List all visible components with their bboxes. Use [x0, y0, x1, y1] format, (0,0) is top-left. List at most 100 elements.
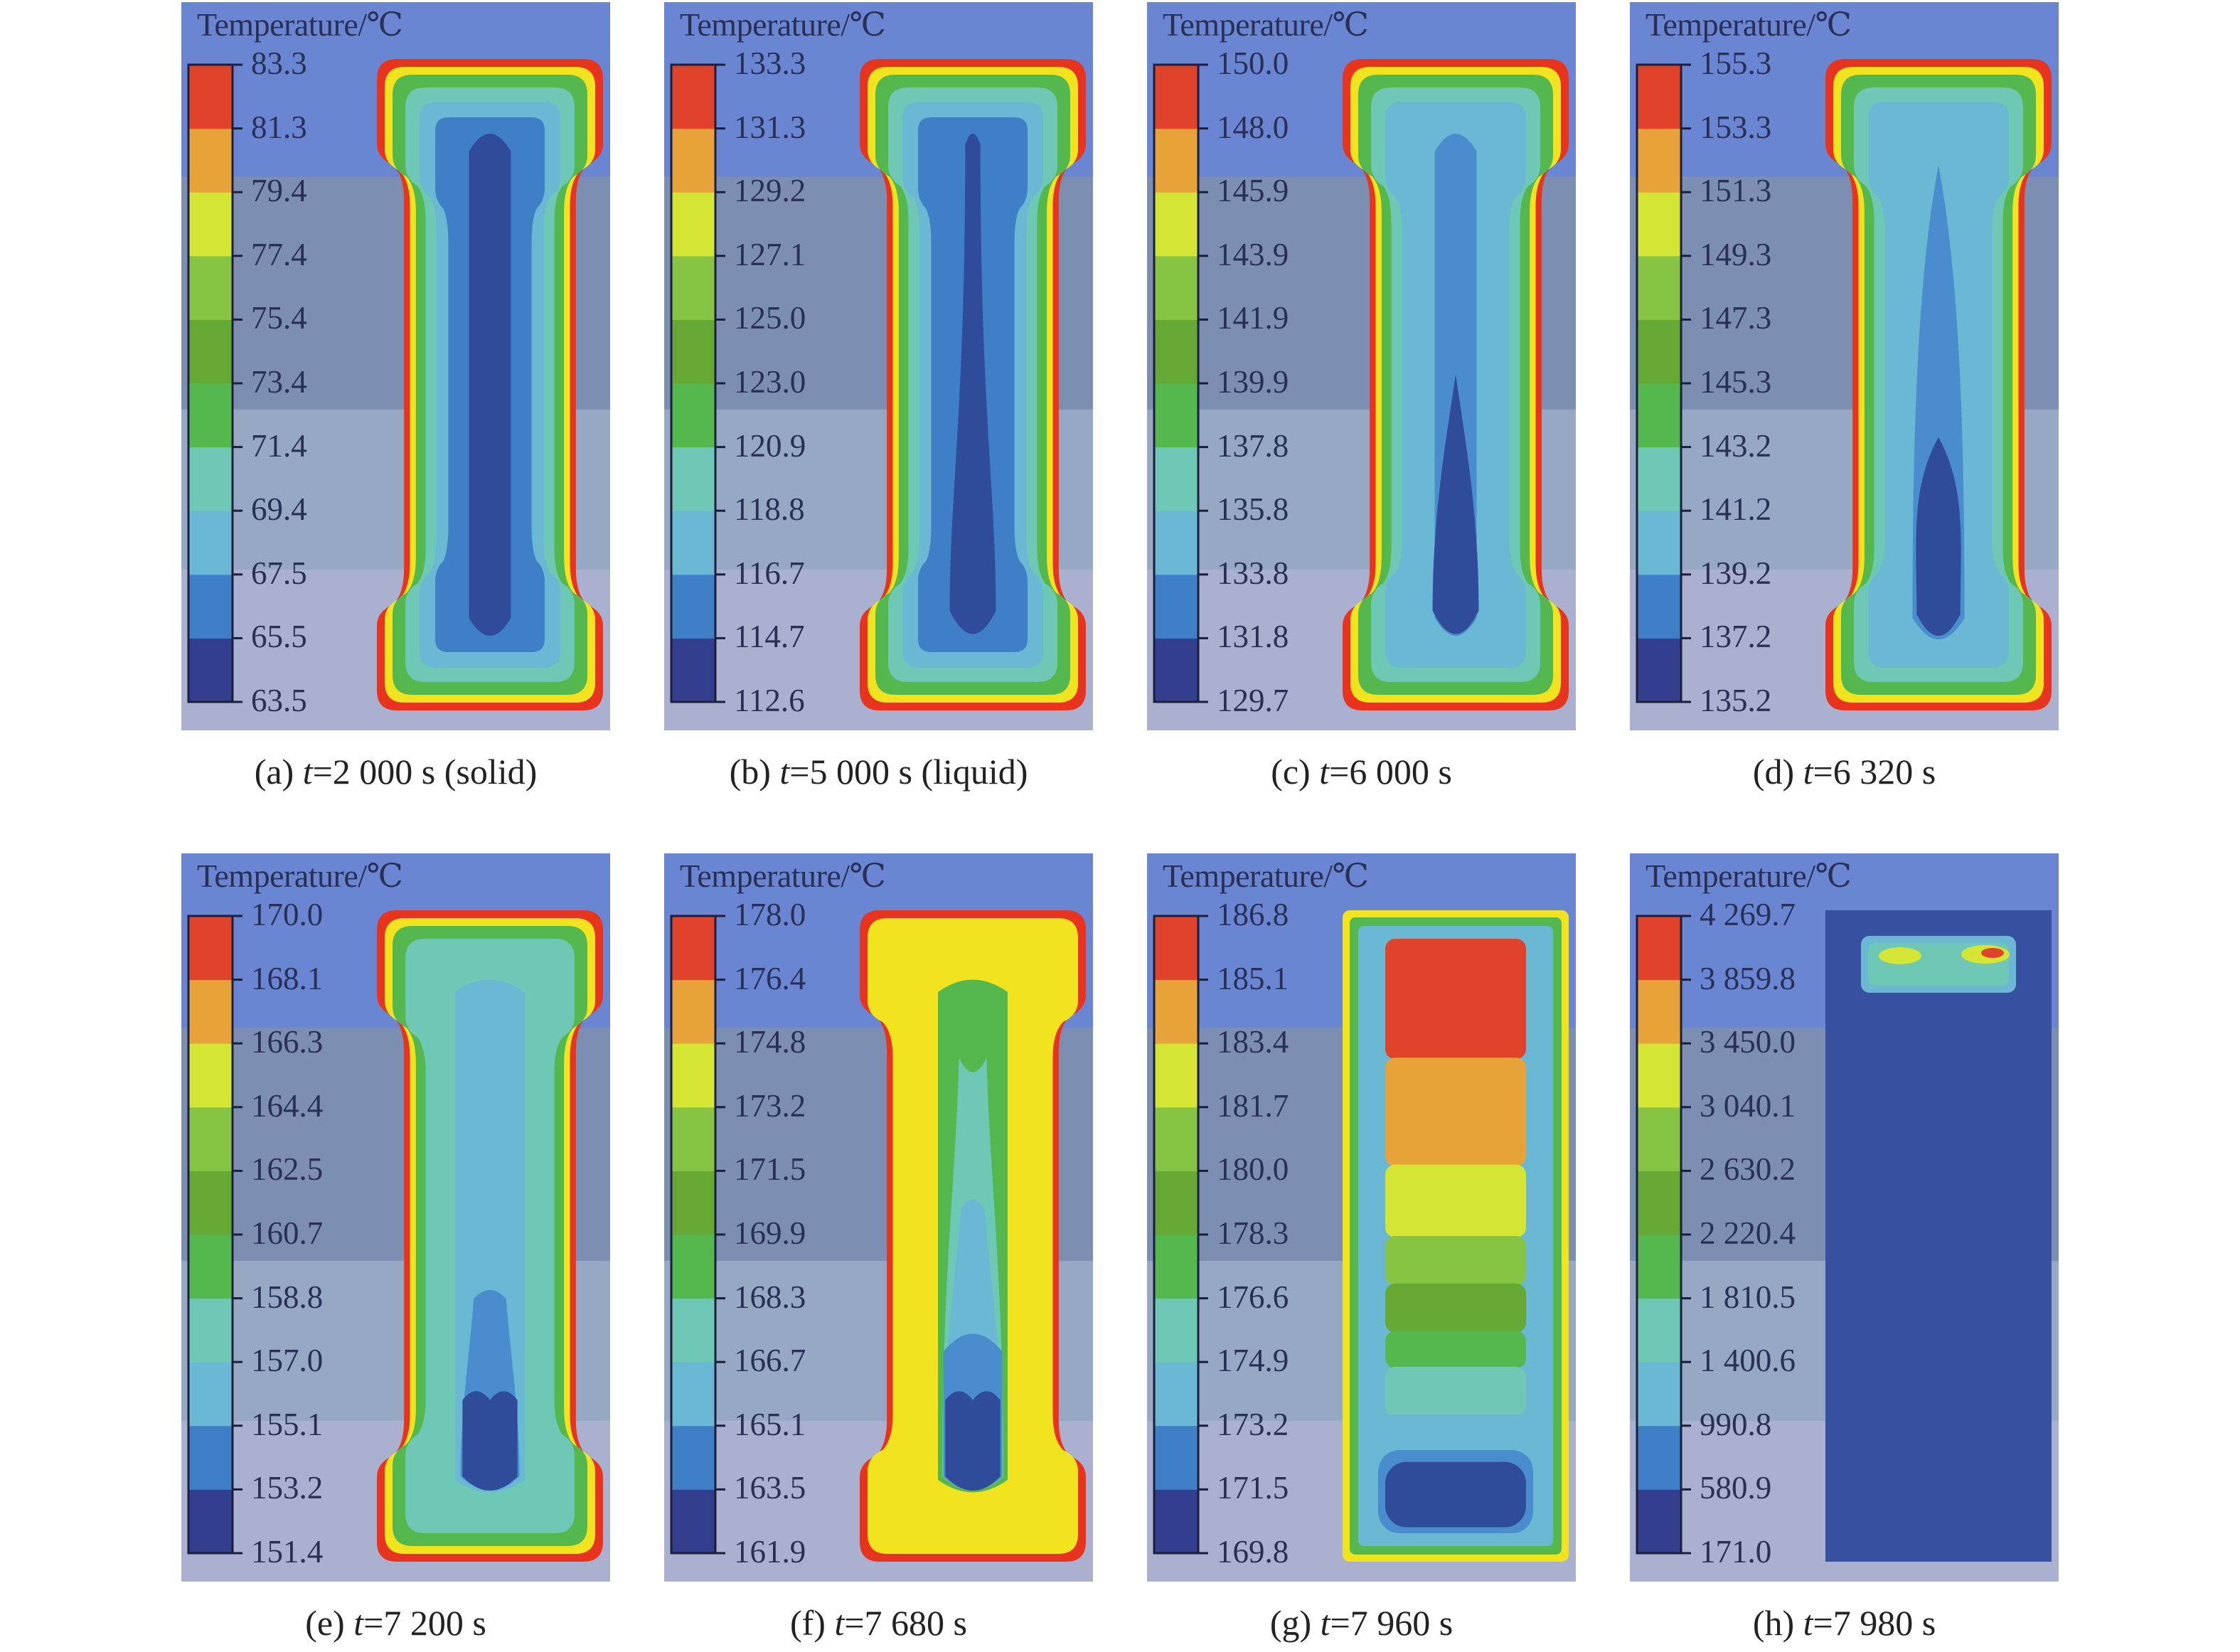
caption-prefix: (f) — [789, 1603, 835, 1643]
legend-tick-label: 158.8 — [251, 1279, 324, 1315]
legend-tick-label: 116.7 — [734, 555, 805, 591]
panel-caption: (d) t=6 320 s — [1616, 751, 2073, 792]
legend-tick-label: 186.8 — [1217, 897, 1289, 932]
legend-swatch — [1637, 447, 1681, 511]
legend-swatch — [1154, 1298, 1198, 1363]
caption-variable: t — [779, 752, 790, 792]
legend-swatch — [188, 574, 233, 639]
legend-swatch — [1637, 1171, 1681, 1235]
legend-tick-label: 161.9 — [734, 1534, 806, 1570]
legend-tick-label: 145.3 — [1700, 364, 1772, 400]
legend-title: Temperature/℃ — [1163, 858, 1369, 894]
legend-tick-label: 176.6 — [1217, 1279, 1289, 1315]
panel-caption: (h) t=7 980 s — [1616, 1602, 2073, 1643]
legend-tick-label: 157.0 — [251, 1343, 324, 1379]
legend-tick-label: 178.0 — [734, 897, 806, 932]
legend-swatch — [1637, 1043, 1681, 1108]
legend-swatch — [671, 192, 715, 257]
contour-core — [1432, 374, 1479, 634]
legend-tick-label: 580.9 — [1700, 1470, 1772, 1506]
legend-tick-label: 137.2 — [1700, 619, 1772, 655]
legend-tick-label: 171.0 — [1700, 1534, 1772, 1570]
panel-caption: (g) t=7 960 s — [1133, 1602, 1590, 1643]
legend-swatch — [188, 128, 233, 193]
panel-caption: (e) t=7 200 s — [167, 1602, 624, 1643]
legend-tick-label: 71.4 — [251, 427, 307, 464]
caption-prefix: (b) — [729, 752, 780, 792]
legend-swatch — [188, 383, 233, 448]
legend-swatch — [1154, 1362, 1198, 1427]
legend-swatch — [1637, 383, 1681, 448]
panel-g — [1147, 853, 1576, 1582]
legend-tick-label: 141.2 — [1700, 491, 1772, 528]
legend-tick-label: 174.9 — [1217, 1343, 1289, 1379]
legend-tick-label: 181.7 — [1217, 1087, 1289, 1124]
contour-core — [462, 1391, 518, 1491]
legend-tick-label: 2 220.4 — [1700, 1215, 1796, 1251]
legend-tick-label: 183.4 — [1217, 1024, 1289, 1060]
legend-tick-label: 123.0 — [734, 364, 806, 400]
legend-tick-label: 143.2 — [1700, 427, 1772, 464]
caption-prefix: (c) — [1271, 752, 1320, 792]
legend-swatch — [1154, 383, 1198, 448]
legend-swatch — [188, 447, 233, 511]
legend-tick-label: 155.3 — [1700, 46, 1772, 81]
contour-band — [1385, 1164, 1526, 1237]
legend-swatch — [671, 383, 715, 448]
legend-tick-label: 133.3 — [734, 46, 806, 81]
legend-tick-label: 127.1 — [734, 236, 806, 272]
legend-tick-label: 120.9 — [734, 427, 806, 464]
legend-swatch — [188, 638, 233, 703]
legend-tick-label: 168.3 — [734, 1279, 806, 1315]
legend-tick-label: 139.2 — [1700, 555, 1772, 591]
legend-tick-label: 174.8 — [734, 1024, 806, 1060]
caption-value: =2 000 s (solid) — [312, 752, 538, 792]
legend-tick-label: 1 400.6 — [1700, 1343, 1796, 1379]
legend-swatch — [1637, 916, 1681, 981]
caption-variable: t — [1319, 752, 1330, 792]
contour-band — [1385, 1414, 1526, 1451]
legend-swatch — [1154, 574, 1198, 639]
legend-title: Temperature/℃ — [680, 6, 886, 43]
contour-band — [1825, 910, 2052, 1562]
legend-tick-label: 185.1 — [1217, 960, 1289, 996]
legend-swatch — [671, 1043, 715, 1108]
legend-tick-label: 79.4 — [251, 173, 307, 209]
legend-title: Temperature/℃ — [680, 858, 886, 894]
legend-tick-label: 173.2 — [1217, 1406, 1289, 1442]
legend-tick-label: 162.5 — [251, 1151, 324, 1188]
contour-band — [1385, 1283, 1526, 1333]
legend-tick-label: 143.9 — [1217, 236, 1289, 272]
legend-tick-label: 114.7 — [734, 619, 805, 655]
panel-f — [664, 853, 1093, 1582]
legend-swatch — [1154, 1489, 1198, 1554]
panel-caption: (c) t=6 000 s — [1133, 751, 1590, 792]
legend-swatch — [1154, 65, 1198, 129]
hot-spot — [1981, 948, 2004, 958]
legend-tick-label: 81.3 — [251, 109, 307, 145]
legend-tick-label: 137.8 — [1217, 427, 1289, 464]
legend-tick-label: 171.5 — [734, 1151, 806, 1188]
caption-value: =7 680 s — [844, 1603, 967, 1643]
legend-swatch — [188, 1235, 233, 1299]
legend-tick-label: 77.4 — [251, 236, 307, 272]
legend-swatch — [671, 638, 715, 703]
legend-swatch — [1154, 192, 1198, 257]
legend-swatch — [188, 1107, 233, 1171]
caption-value: =6 000 s — [1329, 752, 1452, 792]
legend-tick-label: 135.8 — [1217, 491, 1289, 528]
legend-swatch — [1637, 511, 1681, 575]
caption-prefix: (d) — [1752, 752, 1803, 792]
legend-tick-label: 148.0 — [1217, 109, 1289, 145]
legend-tick-label: 171.5 — [1217, 1470, 1289, 1506]
legend-swatch — [188, 1425, 233, 1490]
legend-swatch — [671, 979, 715, 1044]
legend-swatch — [1154, 979, 1198, 1044]
legend-tick-label: 149.3 — [1700, 236, 1772, 272]
panel-e — [181, 853, 610, 1582]
legend-swatch — [671, 1362, 715, 1427]
legend-tick-label: 3 859.8 — [1700, 960, 1796, 996]
legend-tick-label: 169.9 — [734, 1215, 806, 1251]
